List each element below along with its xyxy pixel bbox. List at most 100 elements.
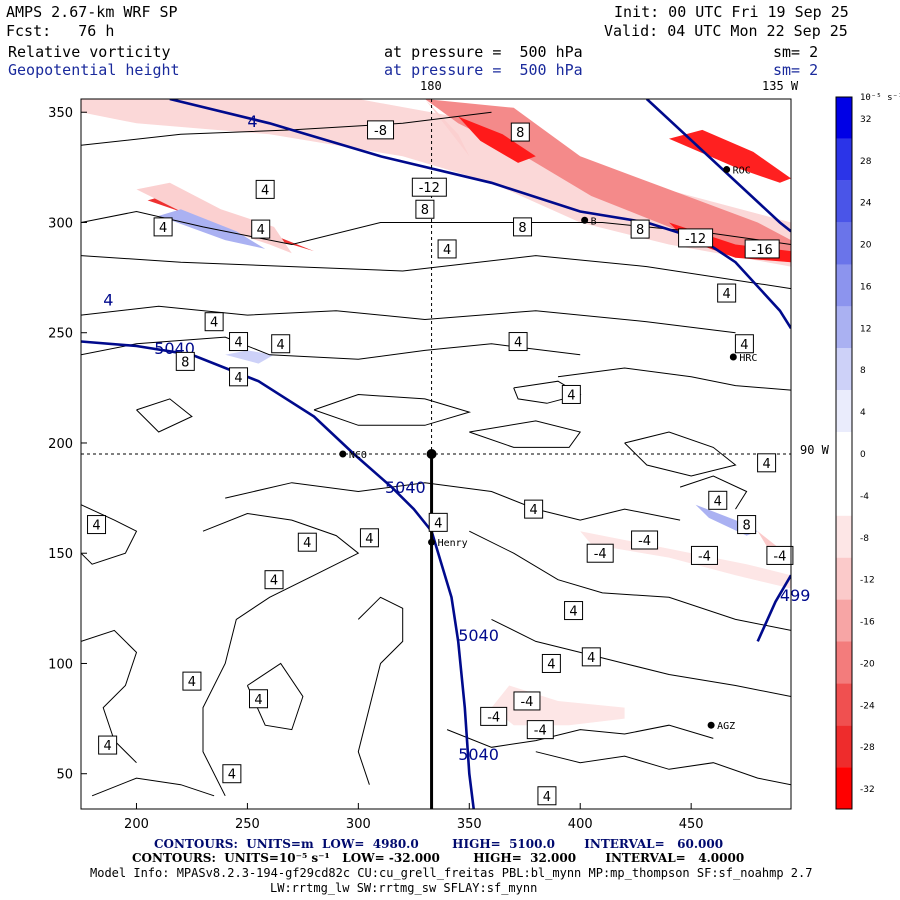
vorticity-contour (246, 662, 304, 731)
vorticity-label: 8 (181, 355, 189, 370)
vorticity-label: 4 (159, 221, 167, 236)
field-vorticity: Relative vorticity (8, 43, 171, 61)
vorticity-label-box (678, 228, 714, 248)
vorticity-label-box (297, 532, 317, 552)
model-info: Model Info: MPASv8.2.3-194-gf29cd82c CU:… (90, 866, 813, 880)
vorticity-shade (81, 99, 791, 267)
vorticity-label: 4 (714, 494, 722, 509)
axes: 200 250 300 350 400 450 50 100 150 200 250 300 350 (48, 106, 703, 832)
x-tick-label: 350 (457, 817, 482, 832)
vorticity-label-box (744, 239, 780, 259)
x-tick-label: 300 (346, 817, 371, 832)
vorticity-label-box (734, 334, 754, 354)
vorticity-label-box (359, 528, 379, 548)
vorticity-contour (624, 431, 737, 477)
vorticity-label-box (526, 720, 554, 740)
y-tick-label: 350 (48, 106, 73, 121)
vorticity-label-box (581, 647, 601, 667)
station-label: NCO (349, 450, 367, 461)
station-markers: NCO Henry HRC AGZ ROC B (339, 166, 757, 732)
colorbar-frame (835, 96, 853, 810)
vorticity-contour (81, 305, 736, 334)
vorticity-contour (557, 367, 791, 391)
vorticity-label-box (271, 334, 291, 354)
vorticity-label: -16 (752, 243, 773, 258)
vorticity-label-box (367, 120, 395, 140)
colorbar-swatch (836, 390, 852, 433)
vorticity-label-box (229, 332, 249, 352)
cross-section-point (426, 449, 437, 459)
station-label: HRC (739, 353, 757, 364)
height-label: 4 (103, 291, 113, 310)
vorticity-label: 4 (92, 519, 100, 534)
colorbar-tick-label: -8 (860, 534, 869, 544)
station-dot (707, 721, 715, 729)
vorticity-label-box (428, 512, 448, 532)
colorbar-swatch (836, 432, 852, 474)
y-tick-label: 50 (56, 768, 73, 783)
vorticity-shade (491, 685, 625, 726)
height-contour (645, 99, 791, 233)
vorticity-label-box (757, 453, 777, 473)
colorbar-tick-label: 12 (860, 324, 871, 334)
vorticity-contour (91, 777, 215, 797)
vorticity-contour (81, 255, 791, 290)
vorticity-label: 4 (365, 532, 373, 547)
colorbar-swatch (836, 473, 852, 516)
vorticity-label-box (182, 671, 202, 691)
colorbar-tick-label: -28 (860, 743, 875, 753)
vorticity-label: -4 (638, 534, 651, 549)
colorbar-swatch (836, 641, 852, 684)
height-label: 499 (780, 586, 811, 605)
vorticity-label: 4 (234, 336, 242, 351)
vorticity-label: 4 (740, 338, 748, 353)
vorticity-label: 4 (228, 768, 236, 783)
height-label: 5040 (385, 478, 426, 497)
vorticity-label: 4 (543, 790, 551, 805)
vorticity-label-box (737, 515, 757, 535)
y-tick-label: 150 (48, 547, 73, 562)
vorticity-label: -4 (773, 549, 786, 564)
model-title: AMPS 2.67-km WRF SP (6, 3, 178, 21)
station-label: AGZ (717, 721, 735, 732)
vorticity-label-box (411, 177, 447, 197)
pressure-vorticity: at pressure = 500 hPa (384, 43, 583, 61)
vorticity-contour (81, 504, 138, 565)
vorticity-label: -8 (374, 124, 387, 139)
vorticity-label: 4 (303, 536, 311, 551)
vorticity-label-box (98, 735, 118, 755)
colorbar-tick-label: -24 (860, 701, 875, 711)
vorticity-label: 4 (234, 371, 242, 386)
vorticity-shade (669, 129, 791, 183)
vorticity-label-box (708, 490, 728, 510)
vorticity-label-box (561, 384, 581, 404)
vorticity-label: 8 (421, 203, 429, 218)
height-contour (756, 574, 791, 642)
vorticity-shade (424, 99, 470, 157)
lon-label-90w: 90 W (800, 443, 829, 457)
station-dot (339, 450, 347, 458)
smoothing-height: sm= 2 (773, 61, 819, 79)
colorbar-swatch (836, 222, 852, 265)
colorbar-swatch (836, 264, 852, 307)
height-contour (81, 340, 475, 809)
vorticity-label: -12 (419, 181, 440, 196)
colorbar-swatch (836, 599, 852, 642)
vorticity-label: -12 (685, 232, 706, 247)
x-tick-label: 200 (124, 817, 149, 832)
height-contour (169, 99, 791, 329)
vorticity-contour (446, 724, 714, 748)
vorticity-label-box (153, 217, 173, 237)
colorbar-swatch (836, 557, 852, 600)
x-tick-label: 450 (679, 817, 704, 832)
station-dot (723, 166, 731, 174)
vorticity-label: 4 (270, 574, 278, 589)
y-tick-label: 100 (48, 657, 73, 672)
vorticity-label-box (480, 706, 508, 726)
colorbar-tick-label: 16 (860, 282, 872, 292)
lon-label-180: 180 (420, 79, 442, 93)
colorbar-swatch (836, 767, 852, 809)
vorticity-label: 4 (434, 516, 442, 531)
vorticity-label-box (541, 653, 561, 673)
